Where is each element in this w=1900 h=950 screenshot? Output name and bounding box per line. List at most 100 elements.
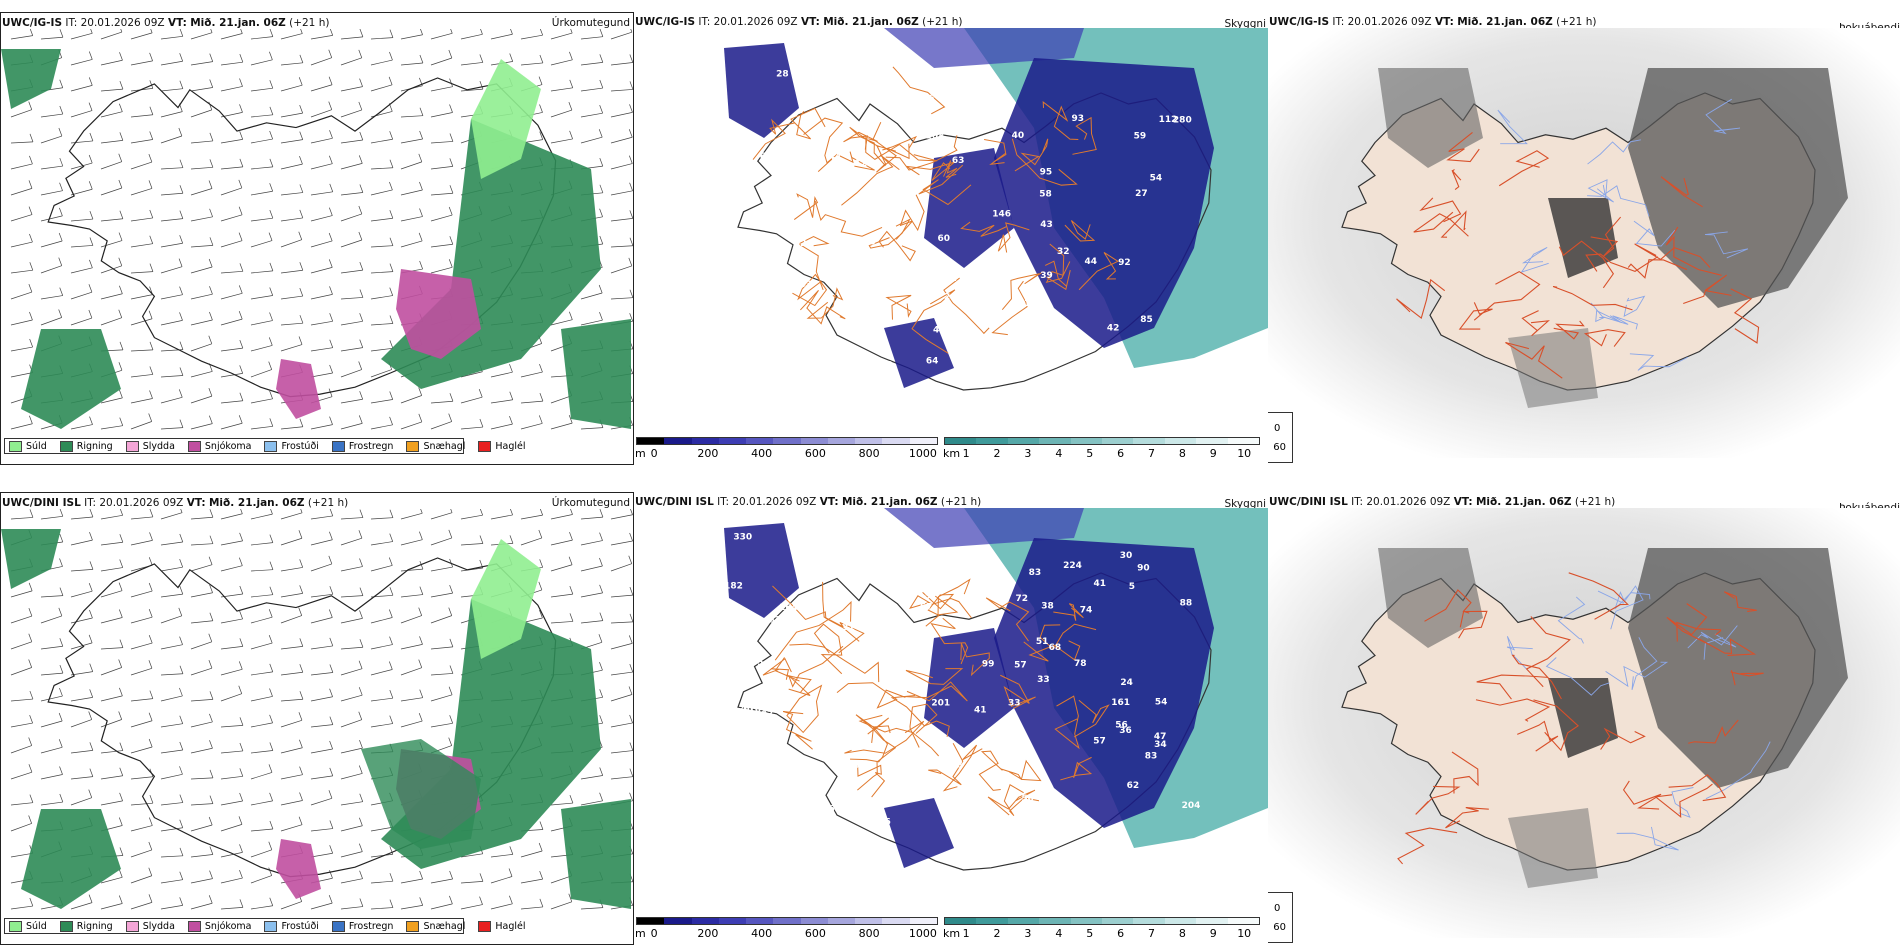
cloud-base-label: 33 <box>1037 675 1050 685</box>
cloud-base-label: 182 <box>724 582 743 592</box>
cloud-panel-row1: UWC/IG-IS IT: 20.01.2026 09Z VT: Mið. 21… <box>634 12 1268 465</box>
cloud-base-label: 78 <box>1074 659 1087 669</box>
legend-swatch <box>264 440 278 452</box>
cloud-base-label: 207 <box>755 710 774 720</box>
legend-item: Súld <box>9 920 47 932</box>
cloud-base-label: 330 <box>733 532 752 542</box>
colorbar-swatch <box>1196 438 1228 444</box>
cloud-base-label: 64 <box>861 59 874 69</box>
cloud-base-label: 112 <box>1159 115 1178 125</box>
cloud-base-label: 75 <box>802 809 815 819</box>
colorbar-tick: 200 <box>697 927 719 940</box>
cloud-base-label: 41 <box>934 564 947 574</box>
legend-label: Frostregn <box>348 920 394 932</box>
colorbar-tick: 1 <box>962 447 970 460</box>
precip-area <box>396 269 481 359</box>
colorbar-swatch <box>1227 438 1260 444</box>
colorbar-tick: 200 <box>697 447 719 460</box>
cloud-base-label: 31 <box>877 604 890 614</box>
cloud-base-label: 43 <box>1040 220 1053 230</box>
legend-swatch <box>125 920 139 932</box>
colorbar-swatch <box>945 918 977 924</box>
colorbar-tick: 2 <box>993 927 1001 940</box>
colorbar-swatch <box>664 918 692 924</box>
height-colorbar: 0 200 400 600 800 1000 m <box>635 437 938 465</box>
cloud-base-label: 35 <box>751 658 764 668</box>
panel-header: UWC/DINI ISL IT: 20.01.2026 09Z VT: Mið.… <box>1269 496 1616 508</box>
cloud-base-label: 164 <box>779 603 798 613</box>
cloud-base-label: 58 <box>1039 190 1052 200</box>
cloud-base-label: 29 <box>908 64 921 74</box>
rivers <box>1497 98 1749 371</box>
cloud-area <box>994 538 1214 828</box>
colorbar-swatch <box>1227 918 1260 924</box>
cloud-base-label: 61 <box>767 794 780 804</box>
cloud-base-label: 39 <box>1040 271 1053 281</box>
fog-area <box>1378 68 1483 168</box>
cloud-base-label: 72 <box>1059 818 1072 828</box>
colorbar-swatch <box>1102 918 1134 924</box>
cloud-base-label: 54 <box>1155 698 1168 708</box>
cloud-base-label: 280 <box>1173 115 1192 125</box>
legend-label: Haglél <box>495 920 526 932</box>
iceland-outline <box>737 572 1212 871</box>
colorbar-tick: 4 <box>1055 927 1063 940</box>
colorbar-swatch <box>718 438 747 444</box>
colorbar-tick: 10 <box>1237 927 1252 940</box>
colorbar-swatch <box>800 438 828 444</box>
colorbar-swatch <box>1102 438 1134 444</box>
colorbar-tick: 9 <box>1209 447 1217 460</box>
colorbar-tick: 600 <box>804 927 826 940</box>
colorbar-tick: 3 <box>1024 447 1032 460</box>
colorbar-unit: m <box>635 447 646 460</box>
precip-legend: Súld Rigning Slydda Snjókoma Frostúði Frostre… <box>4 438 526 454</box>
cloud-base-label: 41 <box>1093 579 1106 589</box>
colorbar-swatch <box>1164 438 1197 444</box>
fog-legend-label: 60 <box>1273 441 1286 453</box>
colorbar-tick: 0 <box>650 447 658 460</box>
colorbar-swatch <box>637 918 665 924</box>
cloud-base-label: 72 <box>1016 594 1029 604</box>
colorbar-swatch <box>1133 918 1165 924</box>
cloud-base-label: 61 <box>872 611 885 621</box>
colorbar-swatch <box>909 438 937 444</box>
fog-area <box>1628 548 1848 788</box>
panel-title: Skyggni <box>1224 18 1267 30</box>
fog-area <box>1628 68 1848 308</box>
cloud-base-label: 28 <box>950 760 963 770</box>
precip-area <box>21 809 121 909</box>
cloud-base-label: 35 <box>844 533 857 543</box>
cloud-base-label: 36 <box>770 830 783 840</box>
cloud-base-label: 63 <box>952 156 965 166</box>
cloud-base-label: 67 <box>920 602 933 612</box>
colorbar-tick: 1000 <box>908 447 937 460</box>
cloud-base-label: 62 <box>984 804 997 814</box>
panel-header: UWC/IG-IS IT: 20.01.2026 09Z VT: Mið. 21… <box>1269 16 1597 28</box>
colorbar-unit: km <box>943 447 961 460</box>
cloud-base-label: 39 <box>847 761 860 771</box>
cloud-base-label: 26 <box>921 70 934 80</box>
legend-label: Snjókoma <box>204 920 252 932</box>
cloud-base-label: 161 <box>1111 698 1130 708</box>
fog-map <box>1268 28 1900 458</box>
cloud-base-label: 136 <box>872 817 891 827</box>
cloud-base-label: 108 <box>926 132 945 142</box>
cloud-base-label: 42 <box>1107 323 1120 333</box>
precip-area <box>361 739 481 849</box>
colorbar-swatch <box>882 918 910 924</box>
cloud-base-label: 99 <box>982 660 995 670</box>
colorbar-unit: m <box>635 927 646 940</box>
cloud-area <box>884 318 954 388</box>
colorbar-tick: 8 <box>1178 447 1186 460</box>
roads <box>1396 131 1760 379</box>
colorbar-swatch <box>1007 438 1040 444</box>
cloud-base-label: 61 <box>1018 299 1031 309</box>
cloud-area <box>724 43 799 138</box>
cloud-base-label: 34 <box>1154 740 1167 750</box>
colorbar-swatch <box>773 918 801 924</box>
cloud-base-label: 53 <box>979 284 992 294</box>
cloud-base-label: 38 <box>943 265 956 275</box>
legend-label: Frostúði <box>281 920 319 932</box>
colorbar-tick: 6 <box>1117 927 1125 940</box>
cloud-base-label: 59 <box>1134 132 1147 142</box>
